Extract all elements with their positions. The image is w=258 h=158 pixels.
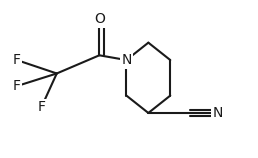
- Text: F: F: [13, 53, 21, 67]
- Text: F: F: [13, 79, 21, 93]
- Text: N: N: [121, 53, 132, 67]
- Text: O: O: [94, 12, 105, 26]
- Text: F: F: [37, 100, 45, 114]
- Text: N: N: [213, 106, 223, 120]
